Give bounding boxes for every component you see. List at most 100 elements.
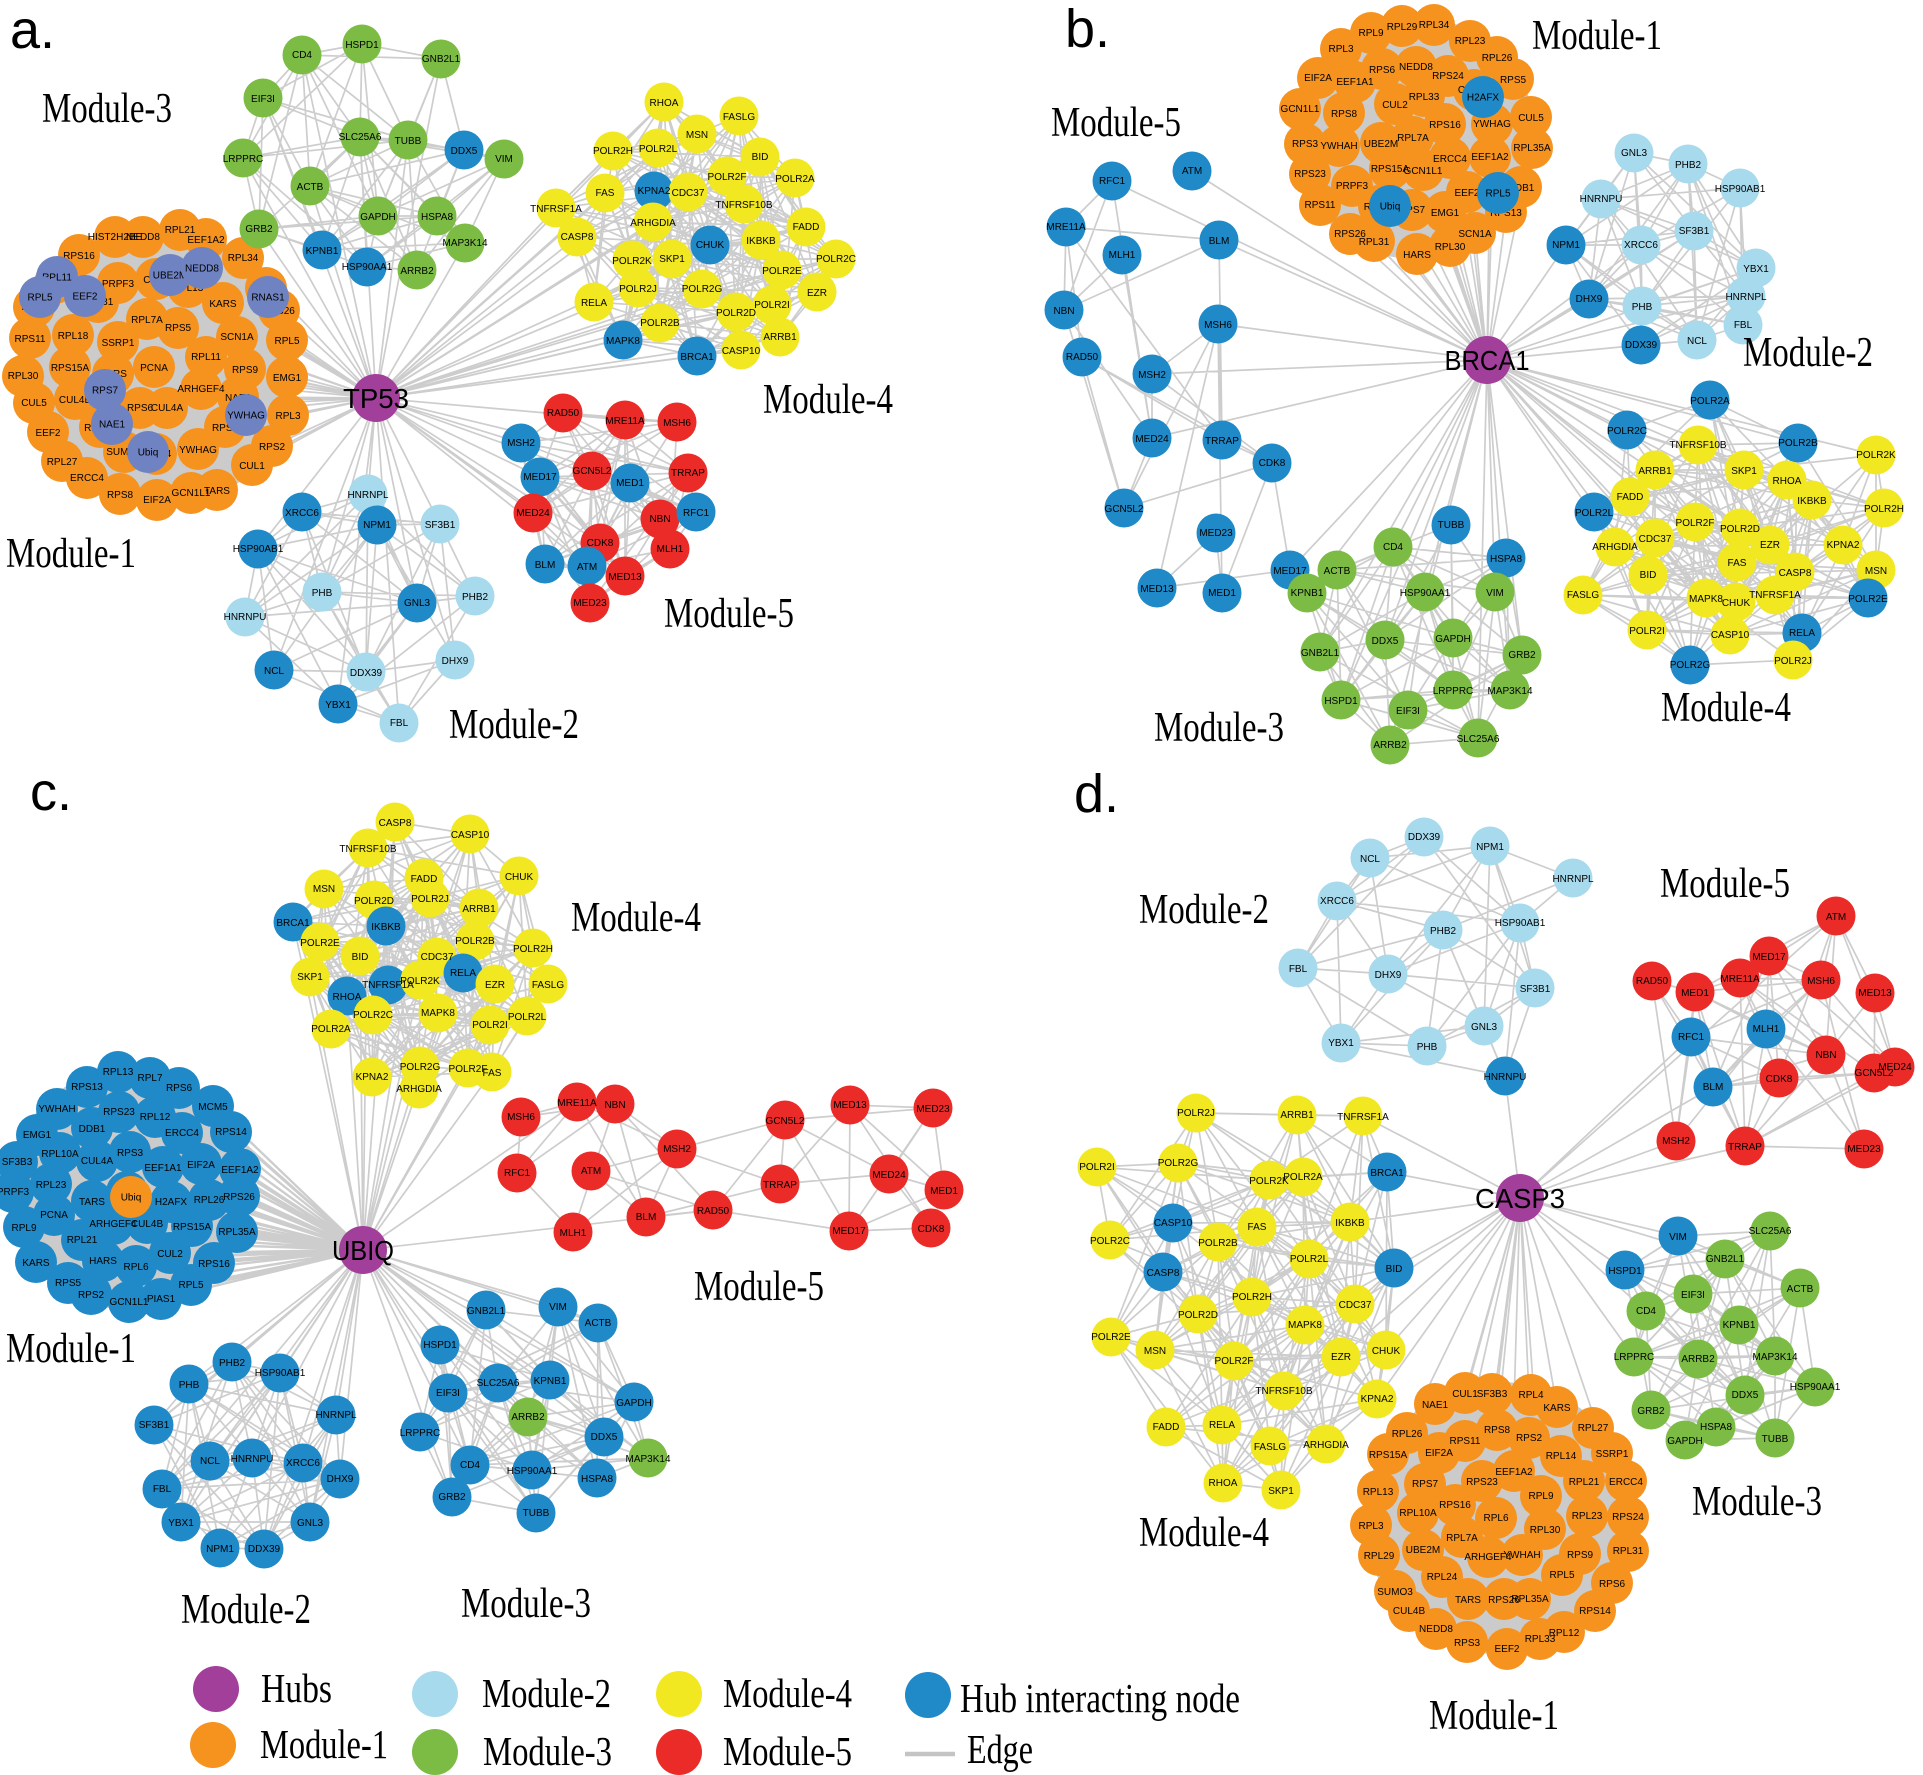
svg-text:RPL3: RPL3 [1358, 1521, 1383, 1532]
svg-text:TARS: TARS [204, 486, 230, 497]
svg-text:POLR2J: POLR2J [619, 284, 657, 295]
svg-text:CDK8: CDK8 [918, 1224, 945, 1235]
svg-text:YWHAH: YWHAH [1320, 141, 1357, 152]
svg-text:DHX9: DHX9 [327, 1474, 354, 1485]
svg-text:RPS16: RPS16 [198, 1259, 230, 1270]
svg-text:Module-5: Module-5 [1660, 861, 1790, 907]
svg-text:BLM: BLM [1209, 236, 1230, 247]
svg-text:SLC25A6: SLC25A6 [477, 1378, 520, 1389]
svg-text:IKBKB: IKBKB [746, 236, 776, 247]
svg-text:RPS3: RPS3 [117, 1148, 144, 1159]
svg-text:LRPPRC: LRPPRC [223, 154, 264, 165]
svg-text:GCN1L1: GCN1L1 [172, 488, 211, 499]
svg-text:MED1: MED1 [1681, 988, 1709, 999]
svg-text:POLR2D: POLR2D [1178, 1310, 1218, 1321]
svg-text:POLR2K: POLR2K [612, 256, 652, 267]
svg-text:RPL21: RPL21 [1569, 1477, 1600, 1488]
svg-text:GRB2: GRB2 [1637, 1406, 1665, 1417]
svg-text:FASLG: FASLG [723, 112, 755, 123]
svg-text:IKBKB: IKBKB [1797, 496, 1827, 507]
svg-text:SLC25A6: SLC25A6 [339, 132, 382, 143]
svg-text:EEF2: EEF2 [1454, 188, 1479, 199]
svg-text:ACTB: ACTB [585, 1318, 612, 1329]
svg-text:HNRNPL: HNRNPL [347, 490, 389, 501]
svg-text:DHX9: DHX9 [1576, 294, 1603, 305]
svg-text:MED1: MED1 [930, 1186, 958, 1197]
svg-text:SF3B1: SF3B1 [1520, 984, 1551, 995]
svg-text:ACTB: ACTB [297, 182, 324, 193]
svg-text:TNFRSF1A: TNFRSF1A [1337, 1112, 1389, 1123]
svg-text:UBE2M: UBE2M [1406, 1545, 1440, 1556]
svg-text:EZR: EZR [485, 980, 505, 991]
svg-text:RPS3: RPS3 [1292, 139, 1319, 150]
svg-text:POLR2H: POLR2H [1232, 1292, 1272, 1303]
svg-text:CHUK: CHUK [1372, 1346, 1401, 1357]
svg-text:EIF3I: EIF3I [1396, 706, 1420, 717]
svg-text:PHB2: PHB2 [1675, 160, 1702, 171]
svg-text:CD4: CD4 [292, 50, 312, 61]
svg-text:Hub interacting node: Hub interacting node [960, 1675, 1240, 1721]
svg-text:GRB2: GRB2 [245, 224, 273, 235]
svg-text:NEDD8: NEDD8 [185, 264, 219, 275]
svg-text:TNFRSF10B: TNFRSF10B [1255, 1386, 1313, 1397]
svg-text:TRRAP: TRRAP [1205, 436, 1239, 447]
svg-text:YWHAH: YWHAH [38, 1104, 75, 1115]
svg-text:CUL1: CUL1 [239, 461, 265, 472]
svg-text:SF3B1: SF3B1 [425, 520, 456, 531]
svg-text:MAPK8: MAPK8 [1689, 594, 1723, 605]
svg-text:RAD50: RAD50 [1066, 352, 1099, 363]
svg-text:NCL: NCL [1687, 336, 1707, 347]
svg-text:ATM: ATM [577, 562, 597, 573]
svg-text:MSN: MSN [313, 884, 335, 895]
svg-text:TNFRSF10B: TNFRSF10B [339, 844, 397, 855]
svg-text:RPL5: RPL5 [178, 1280, 203, 1291]
svg-text:RPS23: RPS23 [1294, 169, 1326, 180]
svg-text:HSPA8: HSPA8 [1700, 1422, 1732, 1433]
svg-text:KARS: KARS [1543, 1403, 1571, 1414]
svg-text:RPS15A: RPS15A [173, 1222, 212, 1233]
svg-text:TARS: TARS [1455, 1595, 1481, 1606]
svg-text:POLR2B: POLR2B [640, 318, 680, 329]
svg-text:FBL: FBL [153, 1484, 172, 1495]
svg-text:RFC1: RFC1 [504, 1168, 531, 1179]
svg-text:FAS: FAS [483, 1068, 502, 1079]
svg-text:CHUK: CHUK [1722, 598, 1751, 609]
svg-text:Module-3: Module-3 [1692, 1479, 1822, 1525]
svg-text:MSN: MSN [686, 130, 708, 141]
svg-text:a.: a. [10, 0, 55, 60]
svg-text:MED13: MED13 [1140, 584, 1174, 595]
svg-text:RPL5: RPL5 [27, 293, 52, 304]
svg-text:MED23: MED23 [916, 1104, 950, 1115]
svg-text:Module-2: Module-2 [449, 702, 579, 748]
svg-text:RPS6: RPS6 [1369, 65, 1396, 76]
svg-text:MED24: MED24 [516, 508, 550, 519]
svg-text:HSPA8: HSPA8 [421, 212, 453, 223]
svg-text:NCL: NCL [264, 666, 284, 677]
svg-text:RPL9: RPL9 [1358, 28, 1383, 39]
svg-text:EIF3I: EIF3I [251, 94, 275, 105]
svg-text:POLR2I: POLR2I [754, 300, 790, 311]
svg-text:ARRB1: ARRB1 [1280, 1110, 1314, 1121]
svg-text:RPL26: RPL26 [1482, 53, 1513, 64]
svg-text:Module-1: Module-1 [1429, 1693, 1559, 1739]
svg-text:SKP1: SKP1 [297, 972, 323, 983]
svg-text:H2AFX: H2AFX [155, 1197, 188, 1208]
svg-text:POLR2B: POLR2B [1778, 438, 1818, 449]
svg-text:Ubiq: Ubiq [121, 1193, 142, 1204]
svg-text:POLR2I: POLR2I [1079, 1162, 1115, 1173]
svg-text:RPS3: RPS3 [212, 423, 239, 434]
svg-text:XRCC6: XRCC6 [285, 508, 319, 519]
svg-text:MLH1: MLH1 [560, 1228, 587, 1239]
svg-text:SF3B1: SF3B1 [1679, 226, 1710, 237]
svg-text:EMG1: EMG1 [273, 373, 302, 384]
svg-text:RPL35A: RPL35A [218, 1227, 256, 1238]
svg-text:RPS16: RPS16 [1439, 1500, 1471, 1511]
svg-text:POLR2J: POLR2J [1774, 656, 1812, 667]
svg-text:SF3B1: SF3B1 [139, 1420, 170, 1431]
svg-text:ATM: ATM [1826, 912, 1846, 923]
svg-text:CUL4B: CUL4B [59, 395, 92, 406]
svg-text:RPL34: RPL34 [1419, 20, 1450, 31]
svg-text:SKP1: SKP1 [659, 254, 685, 265]
svg-text:RPS26: RPS26 [223, 1192, 255, 1203]
svg-text:RAD50: RAD50 [697, 1206, 730, 1217]
